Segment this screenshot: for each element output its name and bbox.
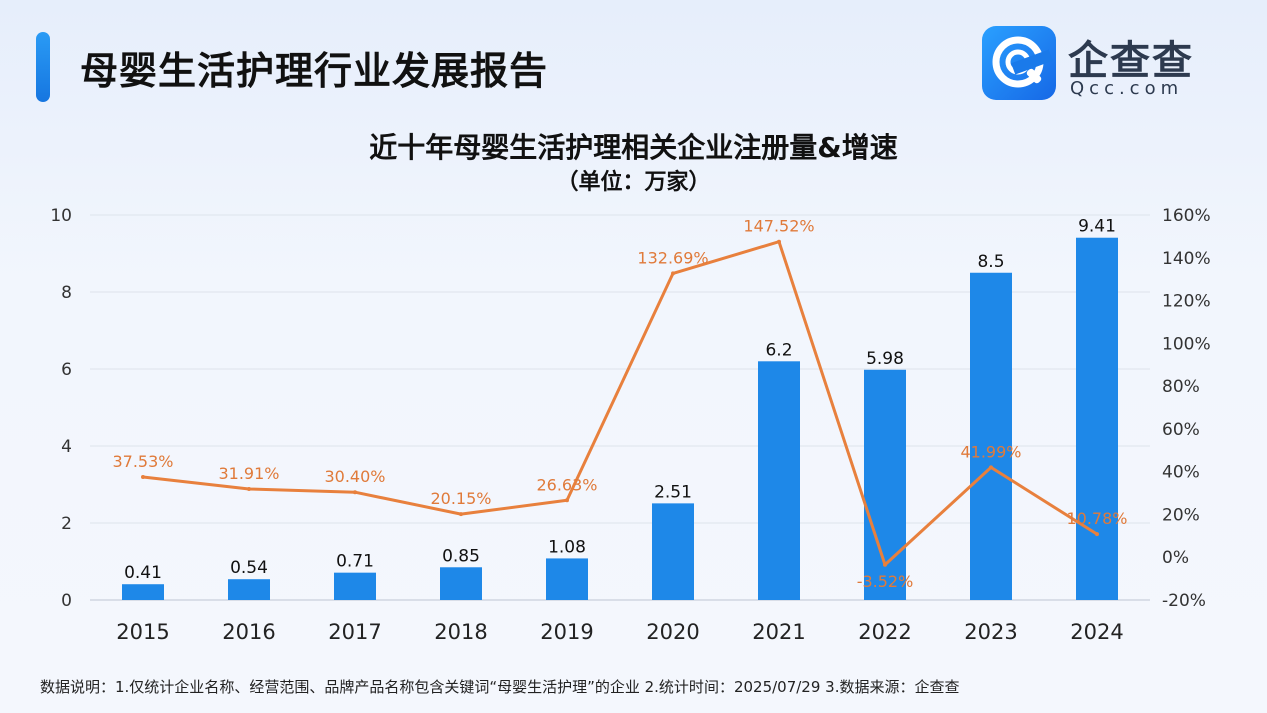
x-tick-label: 2019 <box>540 620 593 644</box>
growth-point <box>565 498 569 503</box>
growth-label: 26.63% <box>536 475 597 494</box>
y2-tick-label: 40% <box>1162 463 1200 483</box>
bar-value-label: 2.51 <box>654 482 692 502</box>
y-tick-label: 4 <box>61 437 72 457</box>
growth-line <box>142 240 1098 567</box>
growth-point <box>247 486 251 491</box>
y-tick-label: 2 <box>61 514 72 534</box>
growth-label: 147.52% <box>743 217 814 236</box>
y2-tick-label: 60% <box>1162 420 1200 440</box>
x-tick-label: 2018 <box>434 620 487 644</box>
growth-label: 10.78% <box>1066 509 1127 528</box>
y2-tick-label: 80% <box>1162 377 1200 397</box>
y2-tick-label: 120% <box>1162 292 1211 312</box>
growth-label: 37.53% <box>112 452 173 471</box>
x-tick-label: 2016 <box>222 620 275 644</box>
bar <box>1076 237 1118 600</box>
bar <box>758 361 800 600</box>
y-tick-label: 0 <box>61 591 72 611</box>
growth-point <box>671 271 675 276</box>
growth-label: 31.91% <box>218 464 279 483</box>
y-tick-label: 6 <box>61 360 72 380</box>
bar <box>970 272 1012 600</box>
y2-tick-label: 100% <box>1162 334 1211 354</box>
brand-name: 企查查 <box>1068 38 1194 84</box>
y2-tick-label: 20% <box>1162 505 1200 525</box>
growth-label: -3.52% <box>857 572 914 591</box>
brand-logo: 企查查 Qcc.com <box>982 26 1222 106</box>
bar <box>652 503 694 600</box>
growth-label: 20.15% <box>430 489 491 508</box>
growth-label: 132.69% <box>637 248 708 267</box>
x-tick-label: 2022 <box>858 620 911 644</box>
bar-value-label: 0.85 <box>442 546 480 566</box>
bar <box>440 567 482 600</box>
title-accent-bar <box>36 32 50 102</box>
growth-point <box>1095 532 1099 537</box>
bar-value-label: 0.54 <box>230 558 268 578</box>
bar-value-label: 1.08 <box>548 537 586 557</box>
y2-tick-label: 160% <box>1162 206 1211 226</box>
x-tick-label: 2021 <box>752 620 805 644</box>
y-tick-label: 10 <box>50 206 72 226</box>
y2-tick-label: -20% <box>1162 591 1206 611</box>
bar-value-label: 8.5 <box>977 252 1004 272</box>
growth-point <box>777 239 781 244</box>
growth-point <box>883 562 887 567</box>
growth-label: 41.99% <box>960 442 1021 461</box>
report-title: 母婴生活护理行业发展报告 <box>80 49 549 93</box>
x-tick-label: 2017 <box>328 620 381 644</box>
growth-label: 30.40% <box>324 467 385 486</box>
x-tick-label: 2020 <box>646 620 699 644</box>
growth-point <box>141 474 145 479</box>
bar-value-label: 0.41 <box>124 563 162 583</box>
x-tick-label: 2024 <box>1070 620 1123 644</box>
bar-value-label: 5.98 <box>866 349 904 369</box>
y2-tick-label: 140% <box>1162 249 1211 269</box>
footnote: 数据说明：1.仅统计企业名称、经营范围、品牌产品名称包含关键词“母婴生活护理”的… <box>40 678 960 696</box>
y2-tick-label: 0% <box>1162 548 1189 568</box>
bar <box>122 584 164 600</box>
qcc-logo-icon <box>982 26 1056 100</box>
growth-point <box>353 490 357 495</box>
brand-domain: Qcc.com <box>1070 78 1184 99</box>
x-tick-label: 2023 <box>964 620 1017 644</box>
growth-point <box>459 512 463 517</box>
y-tick-label: 8 <box>61 283 72 303</box>
bar <box>334 572 376 600</box>
x-tick-label: 2015 <box>116 620 169 644</box>
bar <box>228 579 270 600</box>
bar-value-label: 0.71 <box>336 552 374 572</box>
chart-title: 近十年母婴生活护理相关企业注册量&增速 <box>369 131 898 164</box>
bar <box>546 558 588 600</box>
chart-subtitle: （单位：万家） <box>556 170 711 195</box>
bar-value-label: 9.41 <box>1078 217 1116 237</box>
bar-value-label: 6.2 <box>765 340 792 360</box>
growth-point <box>989 465 993 470</box>
